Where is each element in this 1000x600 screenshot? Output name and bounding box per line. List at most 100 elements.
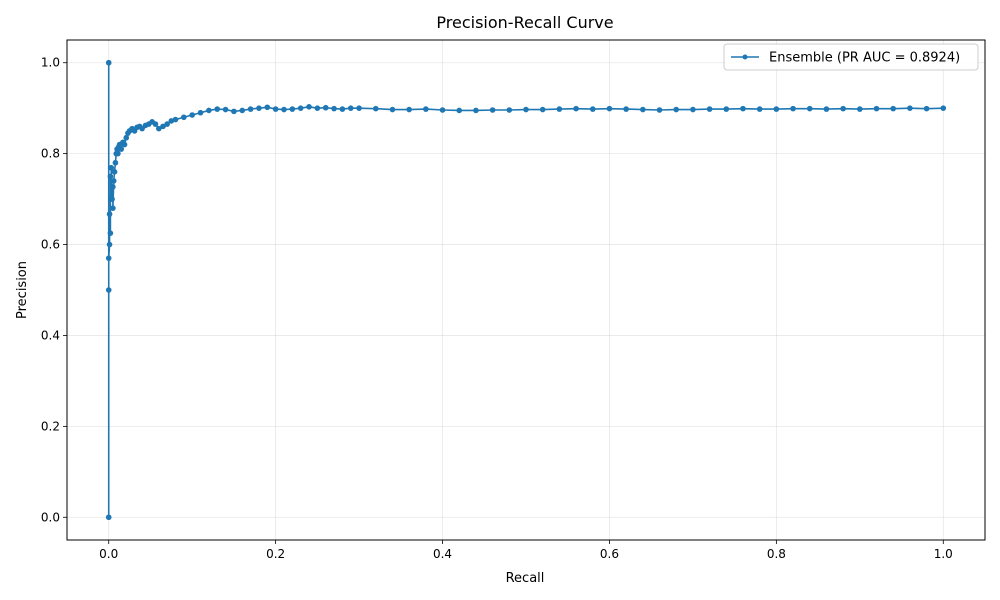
data-point xyxy=(152,121,159,127)
x-tick-label: 0.2 xyxy=(266,547,285,561)
x-tick-label: 1.0 xyxy=(934,547,953,561)
data-point xyxy=(108,164,115,171)
data-point xyxy=(256,105,262,111)
data-point xyxy=(523,106,529,113)
x-tick-label: 0.4 xyxy=(433,547,452,561)
data-point xyxy=(690,106,696,113)
data-point xyxy=(706,106,713,112)
data-point xyxy=(356,105,362,111)
data-point xyxy=(873,105,880,112)
data-point xyxy=(206,107,212,114)
ticks: 0.0 0.2 0.4 0.6 0.8 1.0 0.0 0.2 0.4 0.6 0.8 1.0 xyxy=(41,56,953,561)
data-point xyxy=(606,105,613,112)
data-point xyxy=(756,106,763,112)
data-point xyxy=(231,108,237,115)
x-axis-label: Recall xyxy=(506,571,545,586)
data-point xyxy=(160,123,166,130)
data-point xyxy=(857,106,863,112)
data-point xyxy=(840,105,846,112)
data-point xyxy=(556,106,563,112)
data-point xyxy=(456,107,463,114)
data-point xyxy=(281,106,287,113)
data-point xyxy=(806,105,813,112)
data-point xyxy=(372,105,379,112)
data-point xyxy=(118,146,125,152)
data-point xyxy=(110,184,116,190)
data-point xyxy=(673,106,680,113)
data-point xyxy=(289,106,296,112)
data-point xyxy=(890,105,896,112)
data-point xyxy=(214,106,221,112)
data-point xyxy=(111,169,118,175)
data-point xyxy=(110,178,117,184)
data-point xyxy=(110,205,116,211)
data-point xyxy=(106,241,113,248)
data-point xyxy=(740,105,746,112)
data-point xyxy=(940,105,947,111)
data-point xyxy=(314,105,321,111)
x-tick-label: 0.8 xyxy=(767,547,786,561)
data-point xyxy=(723,106,730,112)
data-point xyxy=(123,134,130,141)
data-point xyxy=(790,105,796,112)
data-point xyxy=(272,106,279,112)
x-tick-label: 0.6 xyxy=(600,547,619,561)
data-point xyxy=(623,106,629,112)
data-point xyxy=(181,114,187,121)
legend-entry-label: Ensemble (PR AUC = 0.8924) xyxy=(769,51,960,66)
data-point xyxy=(197,109,204,116)
y-axis-label: Precision xyxy=(15,261,30,319)
data-point xyxy=(297,105,304,111)
data-point xyxy=(247,106,254,112)
data-point xyxy=(489,107,496,113)
chart-title: Precision-Recall Curve xyxy=(436,13,613,32)
data-point xyxy=(506,107,513,113)
y-tick-label: 1.0 xyxy=(41,56,60,70)
series-layer xyxy=(105,59,947,521)
y-tick-label: 0.8 xyxy=(41,147,60,161)
data-point xyxy=(573,105,579,112)
data-point xyxy=(322,104,329,111)
data-point xyxy=(423,106,429,112)
data-point xyxy=(222,106,229,113)
data-point xyxy=(106,211,113,217)
data-point xyxy=(239,107,246,114)
data-point xyxy=(773,106,780,112)
data-point xyxy=(589,106,596,112)
data-point xyxy=(264,104,271,111)
data-point xyxy=(339,106,346,112)
data-point xyxy=(121,141,128,148)
data-point xyxy=(189,112,195,118)
plot-frame xyxy=(66,39,986,541)
y-tick-label: 0.4 xyxy=(41,328,60,342)
data-point xyxy=(473,107,479,114)
grid xyxy=(67,40,985,540)
data-point xyxy=(656,107,663,113)
legend-box xyxy=(723,43,979,71)
y-tick-label: 0.0 xyxy=(41,510,60,524)
legend: Ensemble (PR AUC = 0.8924) xyxy=(723,43,979,71)
data-point xyxy=(115,150,121,157)
data-point xyxy=(105,59,112,66)
data-point xyxy=(406,106,412,113)
data-point xyxy=(306,104,312,110)
data-point xyxy=(156,125,162,132)
data-point xyxy=(112,159,119,166)
y-tick-label: 0.6 xyxy=(41,238,60,252)
data-point xyxy=(823,106,830,112)
data-point xyxy=(107,230,114,236)
data-point xyxy=(105,287,112,293)
data-point xyxy=(105,255,112,261)
data-point xyxy=(389,106,396,113)
data-point xyxy=(640,106,646,113)
data-point xyxy=(105,514,112,521)
data-point xyxy=(109,196,115,202)
data-point xyxy=(439,107,446,113)
data-point xyxy=(172,116,179,123)
data-point xyxy=(907,105,913,111)
legend-marker-swatch xyxy=(742,54,748,60)
data-point xyxy=(107,173,114,180)
data-point xyxy=(923,105,930,112)
